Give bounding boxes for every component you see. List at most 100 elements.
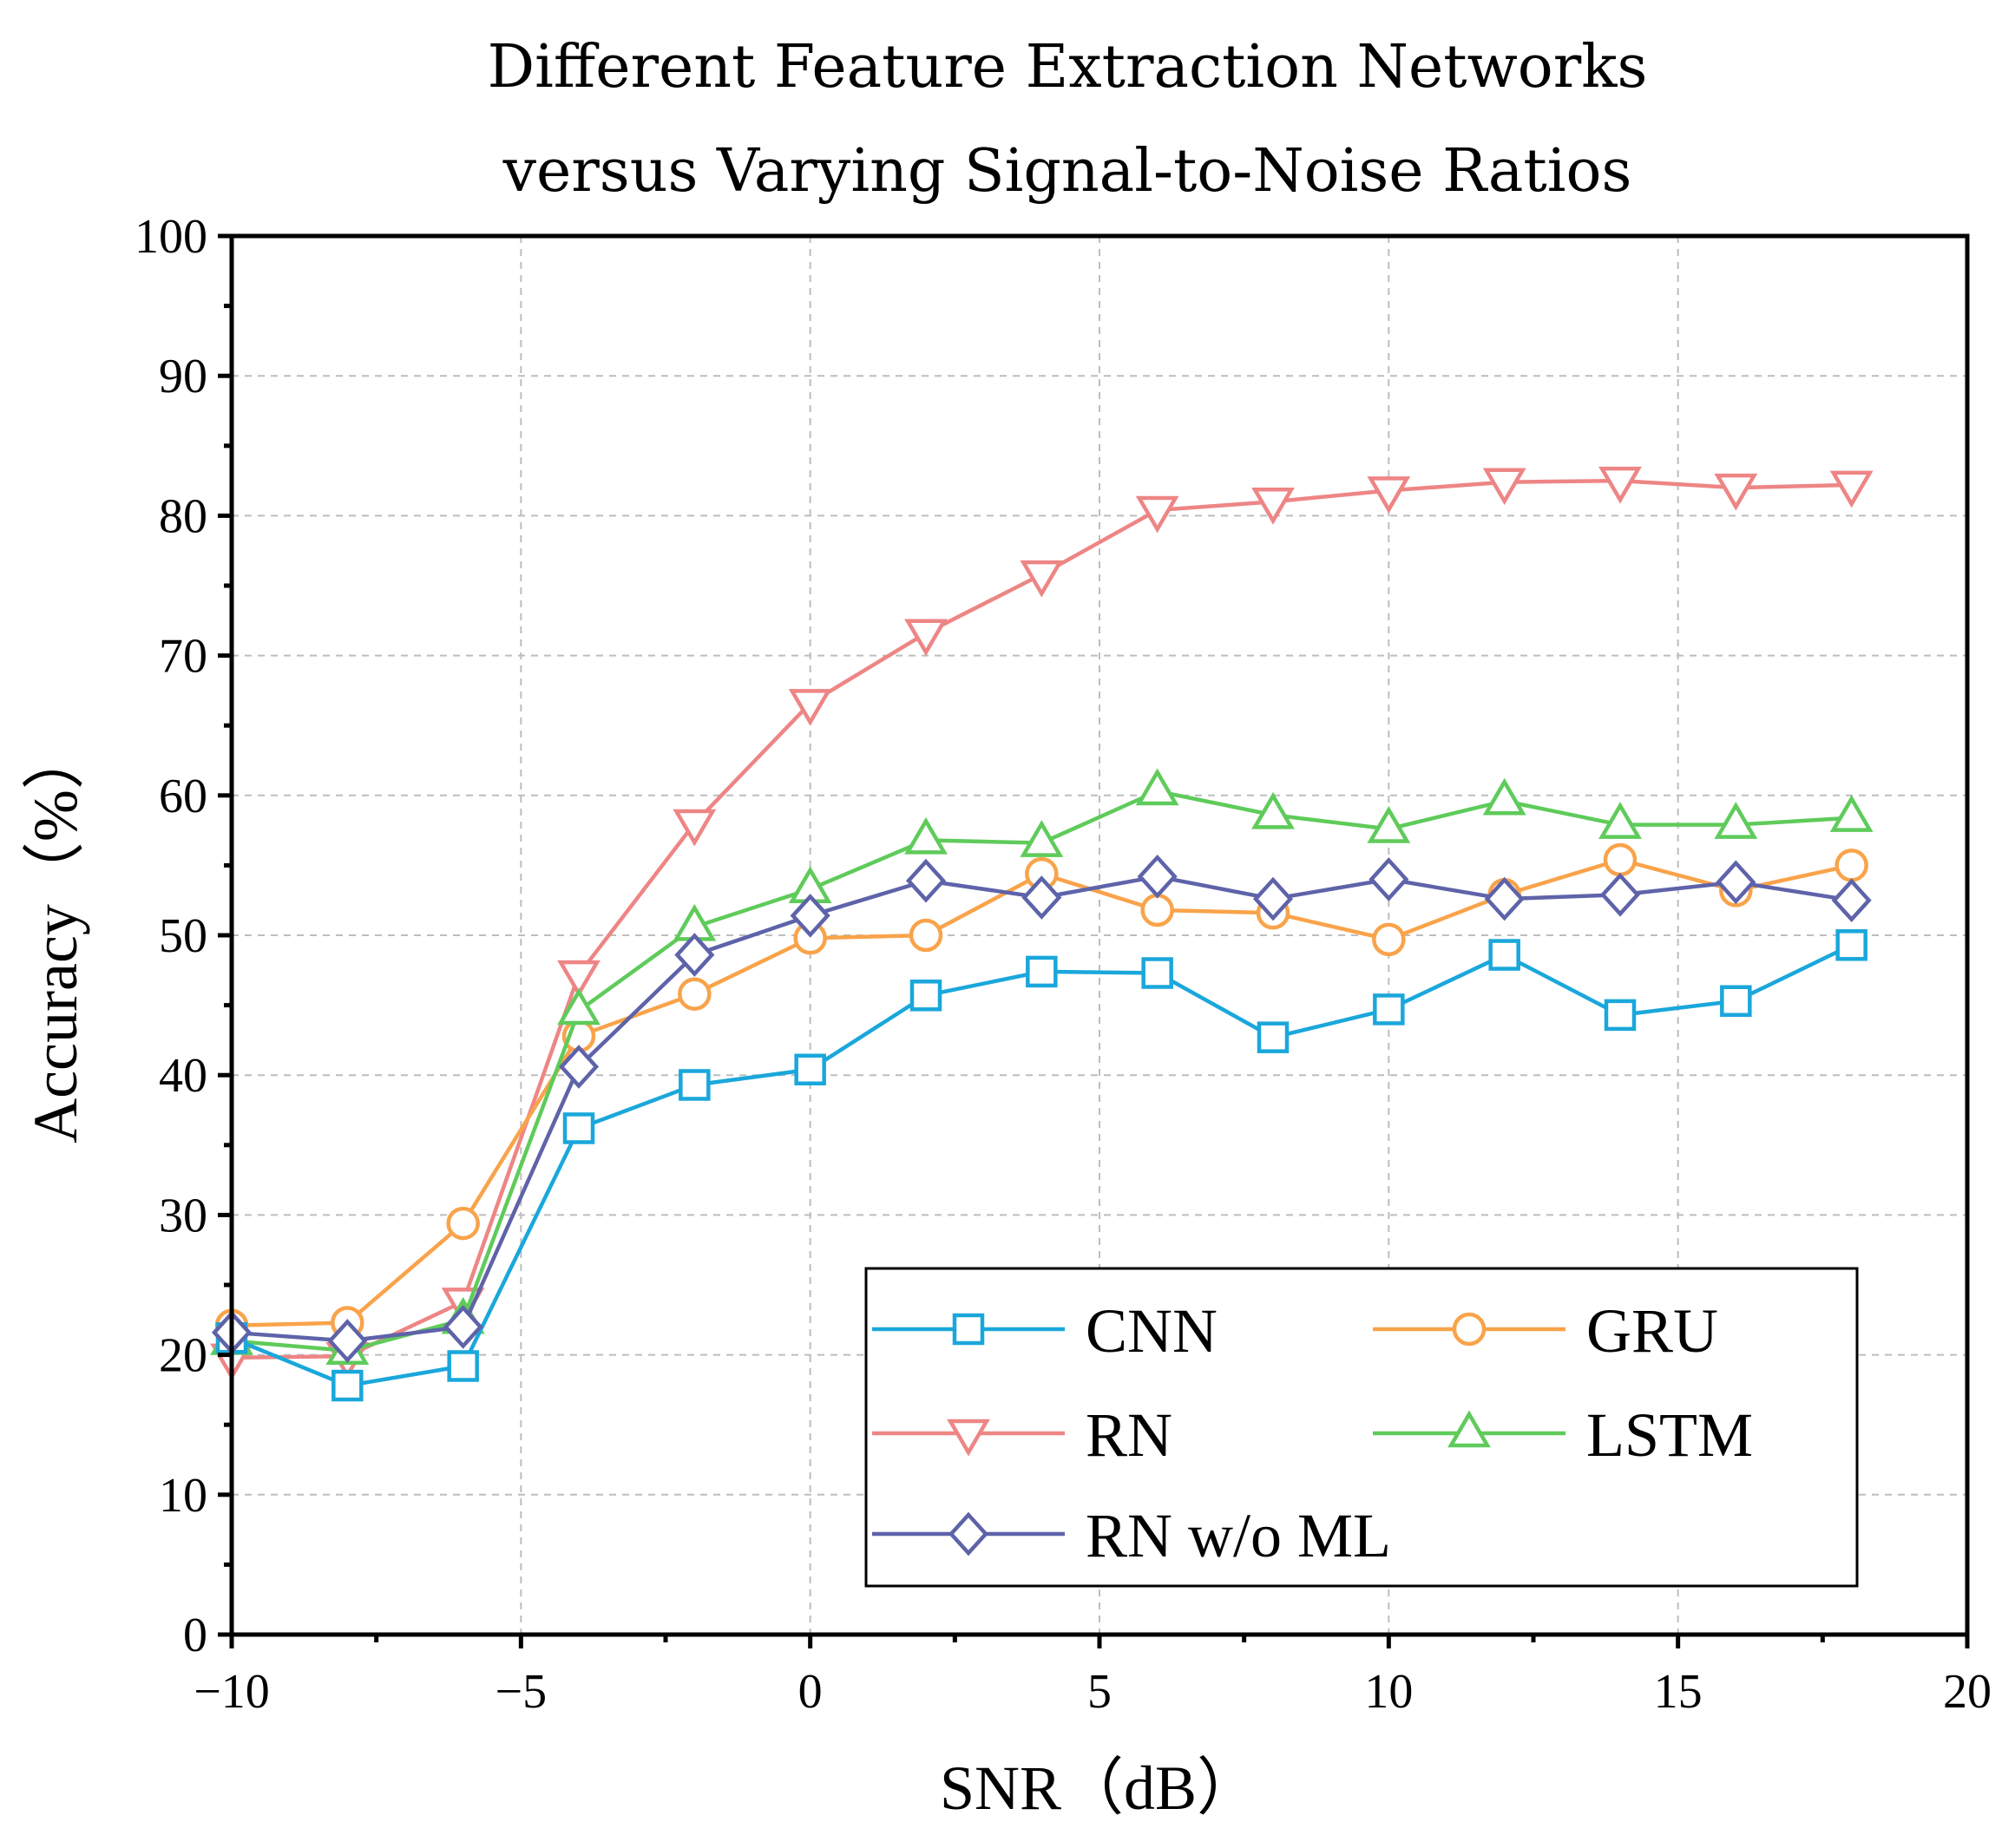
data-point-cnn: [1488, 939, 1520, 971]
data-point-lstm: [1367, 806, 1411, 843]
data-point-cnn: [794, 1053, 826, 1086]
legend-item-lstm: LSTM: [1373, 1400, 1753, 1470]
chart-title-line-2: versus Varying Signal-to-Noise Ratios: [502, 137, 1632, 206]
y-tick-label: 30: [159, 1189, 207, 1242]
data-point-cnn: [1257, 1021, 1290, 1053]
x-axis-label: SNR（dB）: [940, 1753, 1259, 1823]
y-axis-label: Accuracy（%）: [21, 727, 90, 1144]
data-point-cnn: [1604, 999, 1637, 1032]
y-tick-label: 100: [135, 210, 207, 264]
legend-label-cnn: CNN: [1086, 1296, 1218, 1366]
series-rn: [210, 466, 1874, 1381]
legend-label-rn: RN: [1086, 1400, 1172, 1470]
data-point-cnn: [1373, 993, 1405, 1026]
data-point-lstm: [1251, 791, 1295, 829]
x-tick-label: 15: [1654, 1665, 1703, 1719]
legend-label-lstm: LSTM: [1586, 1400, 1753, 1470]
data-point-rn-w-o-ml: [1137, 854, 1178, 899]
legend-item-cnn: CNN: [872, 1296, 1218, 1366]
legend-label-gru: GRU: [1586, 1296, 1718, 1366]
y-tick-label: 90: [159, 350, 207, 403]
x-tick-label: 10: [1364, 1665, 1413, 1719]
data-point-rn: [1135, 495, 1179, 534]
data-point-cnn: [447, 1350, 479, 1382]
legend-item-rn: RN: [872, 1400, 1172, 1470]
legend-item-gru: GRU: [1373, 1296, 1718, 1366]
y-tick-label: 0: [183, 1609, 207, 1662]
data-point-gru: [1835, 849, 1868, 882]
data-point-rn-w-o-ml: [1021, 875, 1062, 920]
y-tick-label: 80: [159, 489, 207, 543]
data-point-gru: [1140, 893, 1174, 927]
legend: CNN GRU RN LSTM RN w/o ML: [864, 1267, 1859, 1588]
y-tick-label: 10: [159, 1469, 207, 1523]
x-tick-label: 5: [1087, 1665, 1112, 1719]
data-point-rn-w-o-ml: [905, 858, 947, 903]
series-gru: [214, 842, 1868, 1342]
data-point-gru: [1372, 922, 1406, 957]
data-point-cnn: [1835, 929, 1867, 961]
series-layer: [210, 466, 1874, 1402]
data-point-rn-w-o-ml: [1252, 876, 1294, 921]
series-rn-w-o-ml: [211, 854, 1872, 1363]
data-point-rn-w-o-ml: [1484, 876, 1525, 921]
data-point-rn-w-o-ml: [674, 933, 715, 977]
data-point-rn-w-o-ml: [1599, 872, 1641, 917]
data-point-rn: [1482, 468, 1526, 506]
data-point-rn: [1020, 560, 1064, 598]
legend-marker-cnn: [952, 1313, 985, 1346]
data-point-rn-w-o-ml: [327, 1319, 368, 1363]
axis-ticks: 0 10 20 30 40 50 60 70 80 90 100 −10 −5 0 5 10 15 20: [135, 210, 1992, 1719]
y-tick-label: 70: [159, 630, 207, 684]
data-point-cnn: [679, 1069, 711, 1101]
data-point-rn: [1598, 466, 1642, 504]
data-point-gru: [446, 1206, 480, 1241]
data-point-gru: [909, 918, 943, 953]
data-point-rn: [904, 619, 948, 657]
data-point-cnn: [1026, 955, 1058, 988]
data-point-rn: [788, 689, 832, 726]
y-tick-label: 20: [159, 1329, 207, 1383]
y-tick-label: 60: [159, 770, 207, 823]
data-point-cnn: [1720, 985, 1752, 1018]
data-point-lstm: [1714, 802, 1758, 839]
data-point-cnn: [909, 980, 942, 1012]
data-point-gru: [1603, 842, 1638, 877]
data-point-lstm: [1135, 768, 1179, 806]
data-point-rn-w-o-ml: [1716, 860, 1756, 905]
data-point-rn-w-o-ml: [1831, 878, 1872, 923]
data-point-lstm: [904, 816, 948, 855]
data-point-rn: [1829, 470, 1874, 508]
series-line-gru: [231, 857, 1853, 1327]
data-point-lstm: [557, 987, 601, 1026]
legend-label-rn-w-o-ml: RN w/o ML: [1086, 1501, 1391, 1570]
data-point-cnn: [562, 1112, 595, 1144]
x-tick-label: 0: [798, 1665, 823, 1719]
data-point-lstm: [1020, 820, 1064, 857]
data-point-rn: [1367, 476, 1411, 514]
legend-marker-lstm: [1447, 1410, 1491, 1448]
data-point-lstm: [1482, 777, 1526, 816]
data-point-rn: [1251, 488, 1295, 525]
legend-marker-gru: [1452, 1312, 1487, 1347]
data-point-rn-w-o-ml: [790, 894, 830, 938]
x-tick-label: −5: [496, 1665, 548, 1719]
data-point-rn: [1714, 473, 1758, 511]
x-tick-label: 20: [1943, 1665, 1992, 1719]
legend-item-rn-w-o-ml: RN w/o ML: [872, 1501, 1391, 1570]
chart-title-line-1: Different Feature Extraction Networks: [488, 33, 1648, 102]
legend-marker-rn: [947, 1419, 990, 1457]
data-point-rn: [557, 960, 601, 998]
y-tick-label: 50: [159, 909, 207, 963]
data-point-rn-w-o-ml: [1368, 857, 1409, 901]
data-point-rn-w-o-ml: [558, 1045, 600, 1089]
data-point-cnn: [1141, 957, 1173, 989]
chart-title: Different Feature Extraction Networks ve…: [488, 33, 1648, 206]
x-tick-label: −10: [194, 1665, 270, 1719]
data-point-cnn: [331, 1369, 364, 1402]
data-point-lstm: [1598, 802, 1642, 839]
data-point-gru: [678, 977, 712, 1011]
data-point-lstm: [1829, 795, 1874, 832]
data-point-rn: [673, 809, 717, 847]
